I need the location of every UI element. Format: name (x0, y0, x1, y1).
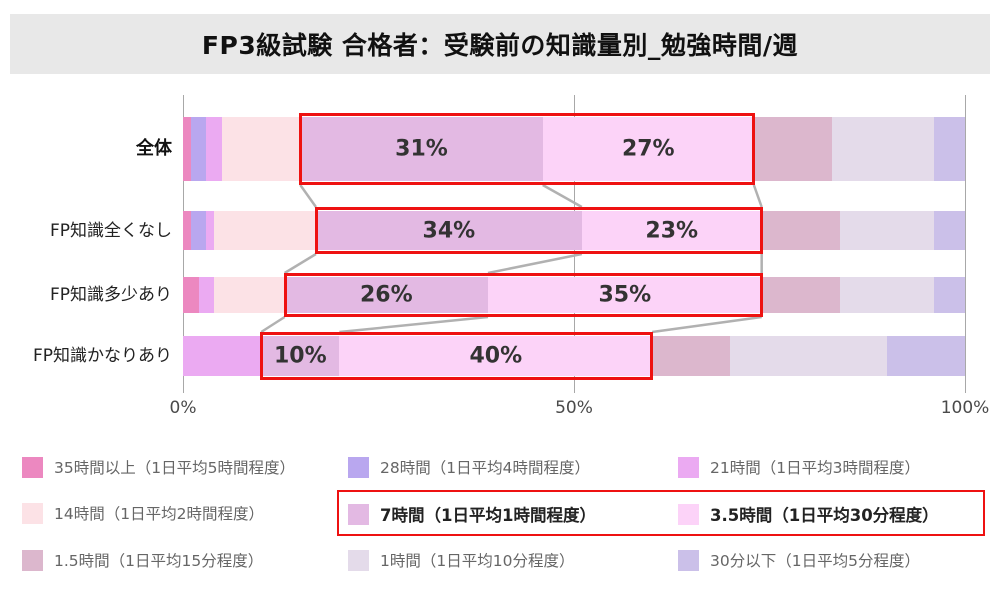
legend-swatch (678, 456, 699, 478)
bar-segment (261, 336, 340, 376)
legend-item: 30分以下（1日平均5分程度） (678, 549, 920, 571)
highlight-box (283, 273, 763, 317)
bar-segment (753, 117, 832, 181)
bar-segment (198, 277, 215, 313)
category-label: FP知識多少あり (49, 285, 172, 305)
bar-segment (886, 336, 965, 376)
bar-segment (206, 117, 223, 181)
bar-segment (761, 211, 840, 250)
bar-segment (222, 117, 301, 181)
bar-segment (214, 277, 285, 313)
data-label: 10% (273, 343, 327, 369)
bar-segment (183, 117, 191, 181)
bar-segment (487, 277, 762, 313)
legend-item: 21時間（1日平均3時間程度） (678, 456, 920, 478)
bar-row (183, 117, 965, 181)
bar-segment (300, 117, 543, 181)
highlight-box (260, 332, 654, 380)
legend-item: 14時間（1日平均2時間程度） (22, 502, 264, 524)
bar-segment (730, 336, 887, 376)
bar-segment (933, 211, 965, 250)
bar-row (183, 211, 965, 250)
legend-label: 7時間（1日平均1時間程度） (380, 506, 596, 525)
legend-swatch (678, 549, 699, 571)
data-label: 31% (395, 136, 448, 162)
data-label: 23% (645, 218, 699, 243)
x-axis-tick-label: 0% (169, 398, 197, 418)
bar-segment (831, 117, 934, 181)
x-axis-tick-label: 100% (940, 398, 990, 418)
data-label: 34% (422, 218, 476, 243)
legend-label: 35時間以上（1日平均5時間程度） (54, 459, 295, 477)
legend-swatch (348, 456, 369, 478)
legend-swatch (22, 502, 43, 524)
legend-swatch (22, 456, 43, 478)
category-label: FP知識かなりあり (32, 346, 172, 366)
category-label: 全体 (136, 138, 172, 159)
data-label: 40% (469, 343, 523, 369)
legend-swatch (348, 503, 369, 525)
bar-segment (315, 211, 582, 250)
chart-title-strip: FP3級試験 合格者：受験前の知識量別_勉強時間/週 (10, 14, 990, 74)
bar-segment (183, 277, 199, 313)
legend-item: 3.5時間（1日平均30分程度） (678, 502, 939, 526)
highlight-box (314, 207, 763, 254)
legend-item: 28時間（1日平均4時間程度） (348, 456, 590, 478)
legend-item: 35時間以上（1日平均5時間程度） (22, 456, 295, 478)
legend-label: 21時間（1日平均3時間程度） (710, 459, 920, 477)
category-label: FP知識全くなし (49, 220, 172, 241)
bar-segment (183, 336, 262, 376)
bar-segment (542, 117, 754, 181)
legend-swatch (678, 503, 699, 525)
bar-segment (581, 211, 762, 250)
bar-segment (839, 277, 934, 313)
legend-swatch (348, 549, 369, 571)
bar-segment (652, 336, 731, 376)
bar-segment (933, 117, 965, 181)
bar-segment (839, 211, 934, 250)
bar-segment (183, 211, 191, 250)
legend-highlight-box (337, 490, 985, 536)
legend-label: 14時間（1日平均2時間程度） (54, 505, 264, 523)
legend-item: 1時間（1日平均10分程度） (348, 549, 574, 571)
bar-segment (933, 277, 965, 313)
x-axis-tick-label: 50% (555, 398, 593, 418)
chart-title: FP3級試験 合格者：受験前の知識量別_勉強時間/週 (201, 31, 799, 60)
legend-label: 30分以下（1日平均5分程度） (710, 552, 920, 570)
legend-swatch (22, 549, 43, 571)
bar-segment (190, 211, 207, 250)
legend-item: 7時間（1日平均1時間程度） (348, 502, 596, 526)
legend-item: 1.5時間（1日平均15分程度） (22, 549, 263, 571)
bar-segment (206, 211, 215, 250)
bar-segment (284, 277, 488, 313)
highlight-box (299, 113, 755, 185)
bar-segment (190, 117, 207, 181)
data-label: 35% (598, 282, 652, 308)
data-label: 26% (359, 282, 413, 308)
bar-segment (214, 211, 316, 250)
bar-row (183, 336, 965, 376)
bar-segment (339, 336, 653, 376)
legend-label: 1時間（1日平均10分程度） (380, 552, 575, 570)
legend-label: 28時間（1日平均4時間程度） (380, 459, 590, 477)
data-label: 27% (621, 136, 675, 162)
x-gridline (964, 95, 966, 393)
bar-segment (761, 277, 840, 313)
legend-label: 3.5時間（1日平均30分程度） (710, 506, 939, 525)
legend-label: 1.5時間（1日平均15分程度） (54, 552, 264, 570)
bar-row (183, 277, 965, 313)
